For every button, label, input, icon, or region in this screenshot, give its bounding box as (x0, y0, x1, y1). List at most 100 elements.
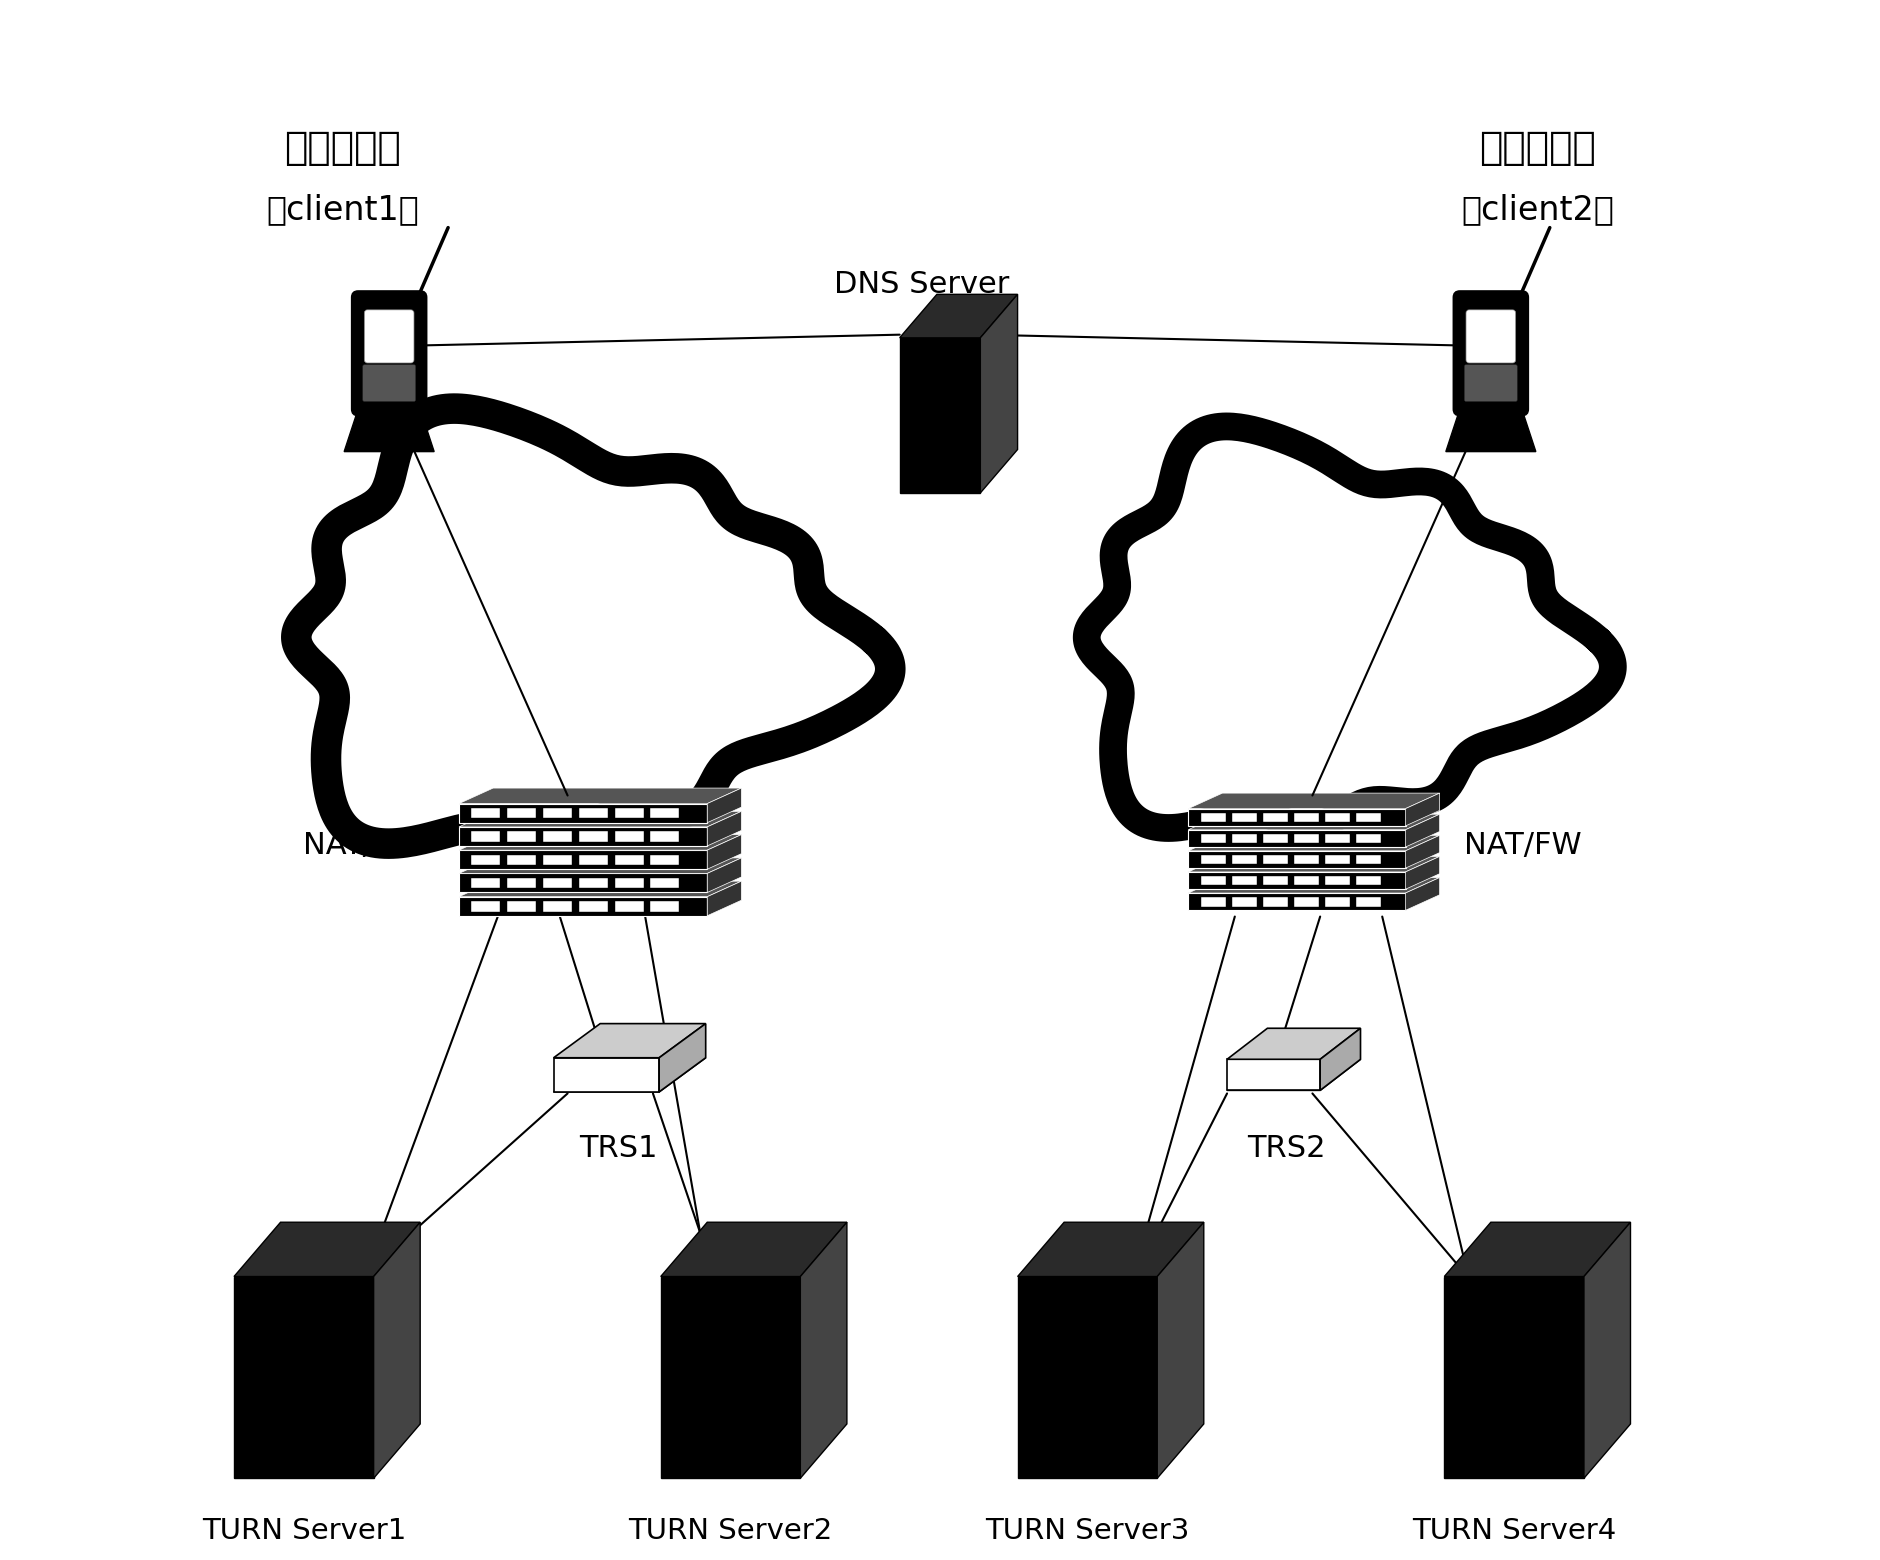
Polygon shape (297, 409, 891, 844)
Polygon shape (707, 788, 741, 822)
FancyBboxPatch shape (1453, 292, 1528, 415)
Polygon shape (1017, 1221, 1203, 1276)
Polygon shape (1263, 855, 1288, 864)
Polygon shape (801, 1221, 846, 1479)
Polygon shape (1325, 897, 1350, 906)
Polygon shape (615, 855, 643, 866)
Polygon shape (660, 1276, 801, 1479)
Polygon shape (543, 902, 572, 911)
Polygon shape (1293, 833, 1318, 844)
Polygon shape (615, 808, 643, 819)
FancyBboxPatch shape (363, 365, 415, 401)
Polygon shape (1188, 830, 1406, 847)
Text: （client2）: （client2） (1461, 193, 1613, 226)
Polygon shape (459, 827, 707, 846)
Polygon shape (1228, 1028, 1361, 1059)
Polygon shape (1201, 833, 1226, 844)
Polygon shape (1293, 813, 1318, 822)
Polygon shape (472, 878, 500, 888)
Polygon shape (233, 1276, 374, 1479)
Polygon shape (1231, 855, 1256, 864)
Polygon shape (1406, 856, 1440, 889)
Polygon shape (660, 1221, 846, 1276)
Polygon shape (1158, 1221, 1203, 1479)
Text: （client1）: （client1） (267, 193, 419, 226)
Polygon shape (579, 902, 607, 911)
Polygon shape (1188, 792, 1440, 808)
Polygon shape (543, 855, 572, 866)
Polygon shape (1228, 1059, 1361, 1090)
Polygon shape (1201, 877, 1226, 886)
Text: TRS1: TRS1 (579, 1134, 658, 1162)
Polygon shape (1293, 855, 1318, 864)
Polygon shape (543, 808, 572, 819)
Polygon shape (579, 831, 607, 842)
Polygon shape (1355, 813, 1380, 822)
Polygon shape (1406, 835, 1440, 867)
Polygon shape (1325, 833, 1350, 844)
Polygon shape (553, 1058, 660, 1092)
Polygon shape (901, 339, 979, 493)
Polygon shape (1263, 877, 1288, 886)
Polygon shape (1188, 835, 1440, 850)
Polygon shape (508, 808, 536, 819)
Polygon shape (650, 831, 679, 842)
Polygon shape (1231, 897, 1256, 906)
Polygon shape (1325, 813, 1350, 822)
Polygon shape (650, 808, 679, 819)
Polygon shape (1231, 833, 1256, 844)
Polygon shape (1355, 833, 1380, 844)
Polygon shape (615, 878, 643, 888)
Text: TURN Server3: TURN Server3 (985, 1516, 1190, 1544)
Polygon shape (1188, 856, 1440, 872)
Polygon shape (374, 1221, 421, 1479)
Polygon shape (1406, 878, 1440, 911)
Polygon shape (472, 808, 500, 819)
Text: 第一客户端: 第一客户端 (284, 129, 400, 167)
FancyBboxPatch shape (365, 310, 414, 363)
Polygon shape (615, 902, 643, 911)
Polygon shape (1263, 897, 1288, 906)
Polygon shape (1355, 877, 1380, 886)
Polygon shape (707, 881, 741, 916)
Polygon shape (459, 858, 741, 874)
Polygon shape (472, 902, 500, 911)
Polygon shape (1446, 409, 1536, 451)
Polygon shape (233, 1221, 421, 1276)
Text: DNS Server: DNS Server (833, 270, 1010, 300)
Polygon shape (1201, 855, 1226, 864)
Polygon shape (1320, 1028, 1361, 1090)
Polygon shape (1231, 813, 1256, 822)
Polygon shape (979, 295, 1017, 493)
Polygon shape (615, 831, 643, 842)
Polygon shape (1585, 1221, 1630, 1479)
Polygon shape (472, 831, 500, 842)
Text: 第二客户端: 第二客户端 (1480, 129, 1596, 167)
Polygon shape (1188, 814, 1440, 830)
Text: TRS2: TRS2 (1246, 1134, 1325, 1162)
Polygon shape (650, 878, 679, 888)
Polygon shape (543, 831, 572, 842)
Polygon shape (459, 803, 707, 822)
Polygon shape (459, 835, 741, 850)
Polygon shape (1325, 855, 1350, 864)
Polygon shape (553, 1023, 705, 1058)
Polygon shape (344, 409, 434, 451)
Polygon shape (1293, 897, 1318, 906)
Polygon shape (553, 1058, 705, 1092)
Polygon shape (1406, 814, 1440, 847)
FancyBboxPatch shape (1466, 310, 1515, 363)
Polygon shape (1444, 1276, 1585, 1479)
Polygon shape (1231, 877, 1256, 886)
Polygon shape (459, 897, 707, 916)
Polygon shape (579, 808, 607, 819)
Polygon shape (707, 835, 741, 869)
Polygon shape (1188, 808, 1406, 825)
Polygon shape (1325, 877, 1350, 886)
Polygon shape (579, 855, 607, 866)
Polygon shape (1201, 813, 1226, 822)
FancyBboxPatch shape (1465, 365, 1517, 401)
Polygon shape (650, 902, 679, 911)
Polygon shape (1293, 877, 1318, 886)
Text: TURN Server1: TURN Server1 (201, 1516, 406, 1544)
